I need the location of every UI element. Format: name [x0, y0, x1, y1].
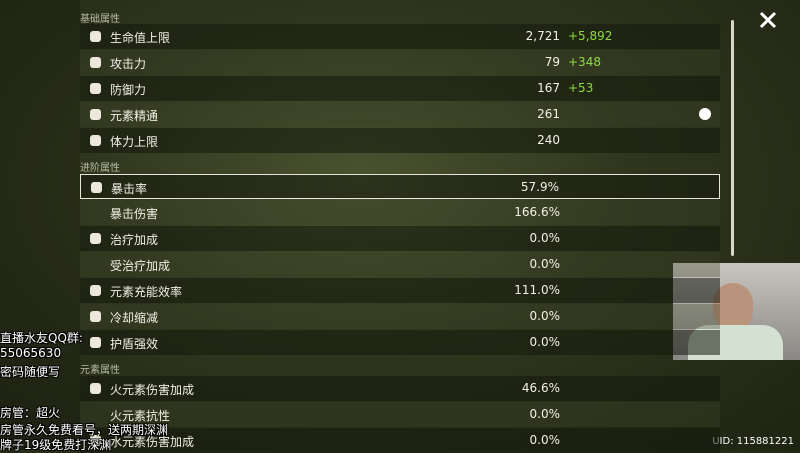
attribute-value: 57.9% [520, 180, 559, 194]
attribute-row[interactable]: 元素精通 261 [80, 102, 720, 127]
attribute-value: 166.6% [514, 205, 560, 219]
help-icon[interactable] [699, 108, 711, 120]
attribute-label: 暴击伤害 [110, 207, 159, 221]
section-title: 元素属性 [80, 365, 120, 376]
attribute-label: 火元素抗性 [110, 409, 171, 423]
attribute-value: 261 [537, 107, 560, 121]
attribute-row[interactable]: 攻击力 79 +348 [80, 50, 720, 75]
attribute-bonus: +5,892 [568, 29, 613, 43]
attribute-row[interactable]: 暴击率 57.9% [80, 174, 720, 199]
attribute-row[interactable]: 治疗加成 0.0% [80, 226, 720, 251]
attribute-label: 火元素伤害加成 [110, 383, 195, 397]
attribute-icon [90, 57, 101, 68]
close-icon [759, 11, 777, 29]
left-shade [0, 0, 80, 450]
attribute-icon [90, 109, 101, 120]
attribute-row[interactable]: 护盾强效 0.0% [80, 330, 720, 355]
attribute-label: 暴击率 [111, 182, 148, 196]
attribute-value: 0.0% [529, 231, 561, 245]
attribute-label: 攻击力 [110, 57, 147, 71]
attribute-value: 167 [537, 81, 560, 95]
attribute-label: 元素精通 [110, 109, 159, 123]
attribute-value: 0.0% [529, 407, 561, 421]
attribute-icon [90, 31, 101, 42]
attribute-value: 46.6% [521, 381, 560, 395]
attribute-row[interactable]: 元素充能效率 111.0% [80, 278, 720, 303]
section-title: 进阶属性 [80, 163, 120, 174]
attribute-icon [90, 83, 101, 94]
uid-label: UID: 115881221 [712, 436, 794, 447]
attribute-row[interactable]: 体力上限 240 [80, 128, 720, 153]
attribute-value: 0.0% [529, 257, 561, 271]
attribute-icon [90, 285, 101, 296]
section-title: 基础属性 [80, 14, 120, 25]
attribute-value: 0.0% [529, 335, 561, 349]
attribute-icon [90, 383, 101, 394]
attribute-icon [90, 435, 101, 446]
attribute-value: 0.0% [529, 309, 561, 323]
overlay-text: 房管：超火 [0, 406, 61, 420]
attribute-label: 冷却缩减 [110, 311, 159, 325]
overlay-text: 密码随便写 [0, 365, 61, 379]
attribute-row[interactable]: 生命值上限 2,721 +5,892 [80, 24, 720, 49]
attribute-label: 受治疗加成 [110, 259, 171, 273]
attribute-value: 79 [544, 55, 560, 69]
attribute-label: 体力上限 [110, 135, 159, 149]
attribute-bonus: +348 [568, 55, 601, 69]
attribute-row[interactable]: 冷却缩减 0.0% [80, 304, 720, 329]
attribute-icon [90, 135, 101, 146]
attribute-label: 防御力 [110, 83, 147, 97]
attribute-value: 111.0% [514, 283, 560, 297]
attribute-icon [90, 337, 101, 348]
attribute-icon [90, 311, 101, 322]
overlay-text: 55065630 [0, 346, 62, 360]
attribute-row[interactable]: 火元素抗性 0.0% [80, 402, 720, 427]
attribute-label: 元素充能效率 [110, 285, 183, 299]
scrollbar[interactable] [731, 20, 734, 256]
attribute-icon [90, 233, 101, 244]
overlay-text: 直播水友QQ群: [0, 331, 83, 345]
attribute-bonus: +53 [568, 81, 594, 95]
overlay-text: 牌子19级免费打深渊 [0, 438, 112, 452]
close-button[interactable] [758, 10, 778, 30]
attribute-row[interactable]: 暴击伤害 166.6% [80, 200, 720, 225]
overlay-text: 房管永久免费看号，送两期深渊 [0, 423, 169, 437]
attribute-row[interactable]: 水元素伤害加成 0.0% [80, 428, 720, 453]
attribute-value: 2,721 [525, 29, 560, 43]
attribute-row[interactable]: 受治疗加成 0.0% [80, 252, 720, 277]
attribute-label: 治疗加成 [110, 233, 159, 247]
attribute-value: 240 [537, 133, 560, 147]
attribute-label: 水元素伤害加成 [110, 435, 195, 449]
attribute-row[interactable]: 防御力 167 +53 [80, 76, 720, 101]
attribute-label: 生命值上限 [110, 31, 171, 45]
attribute-label: 护盾强效 [110, 337, 159, 351]
attribute-row[interactable]: 火元素伤害加成 46.6% [80, 376, 720, 401]
attribute-icon [91, 182, 102, 193]
attribute-value: 0.0% [529, 433, 561, 447]
